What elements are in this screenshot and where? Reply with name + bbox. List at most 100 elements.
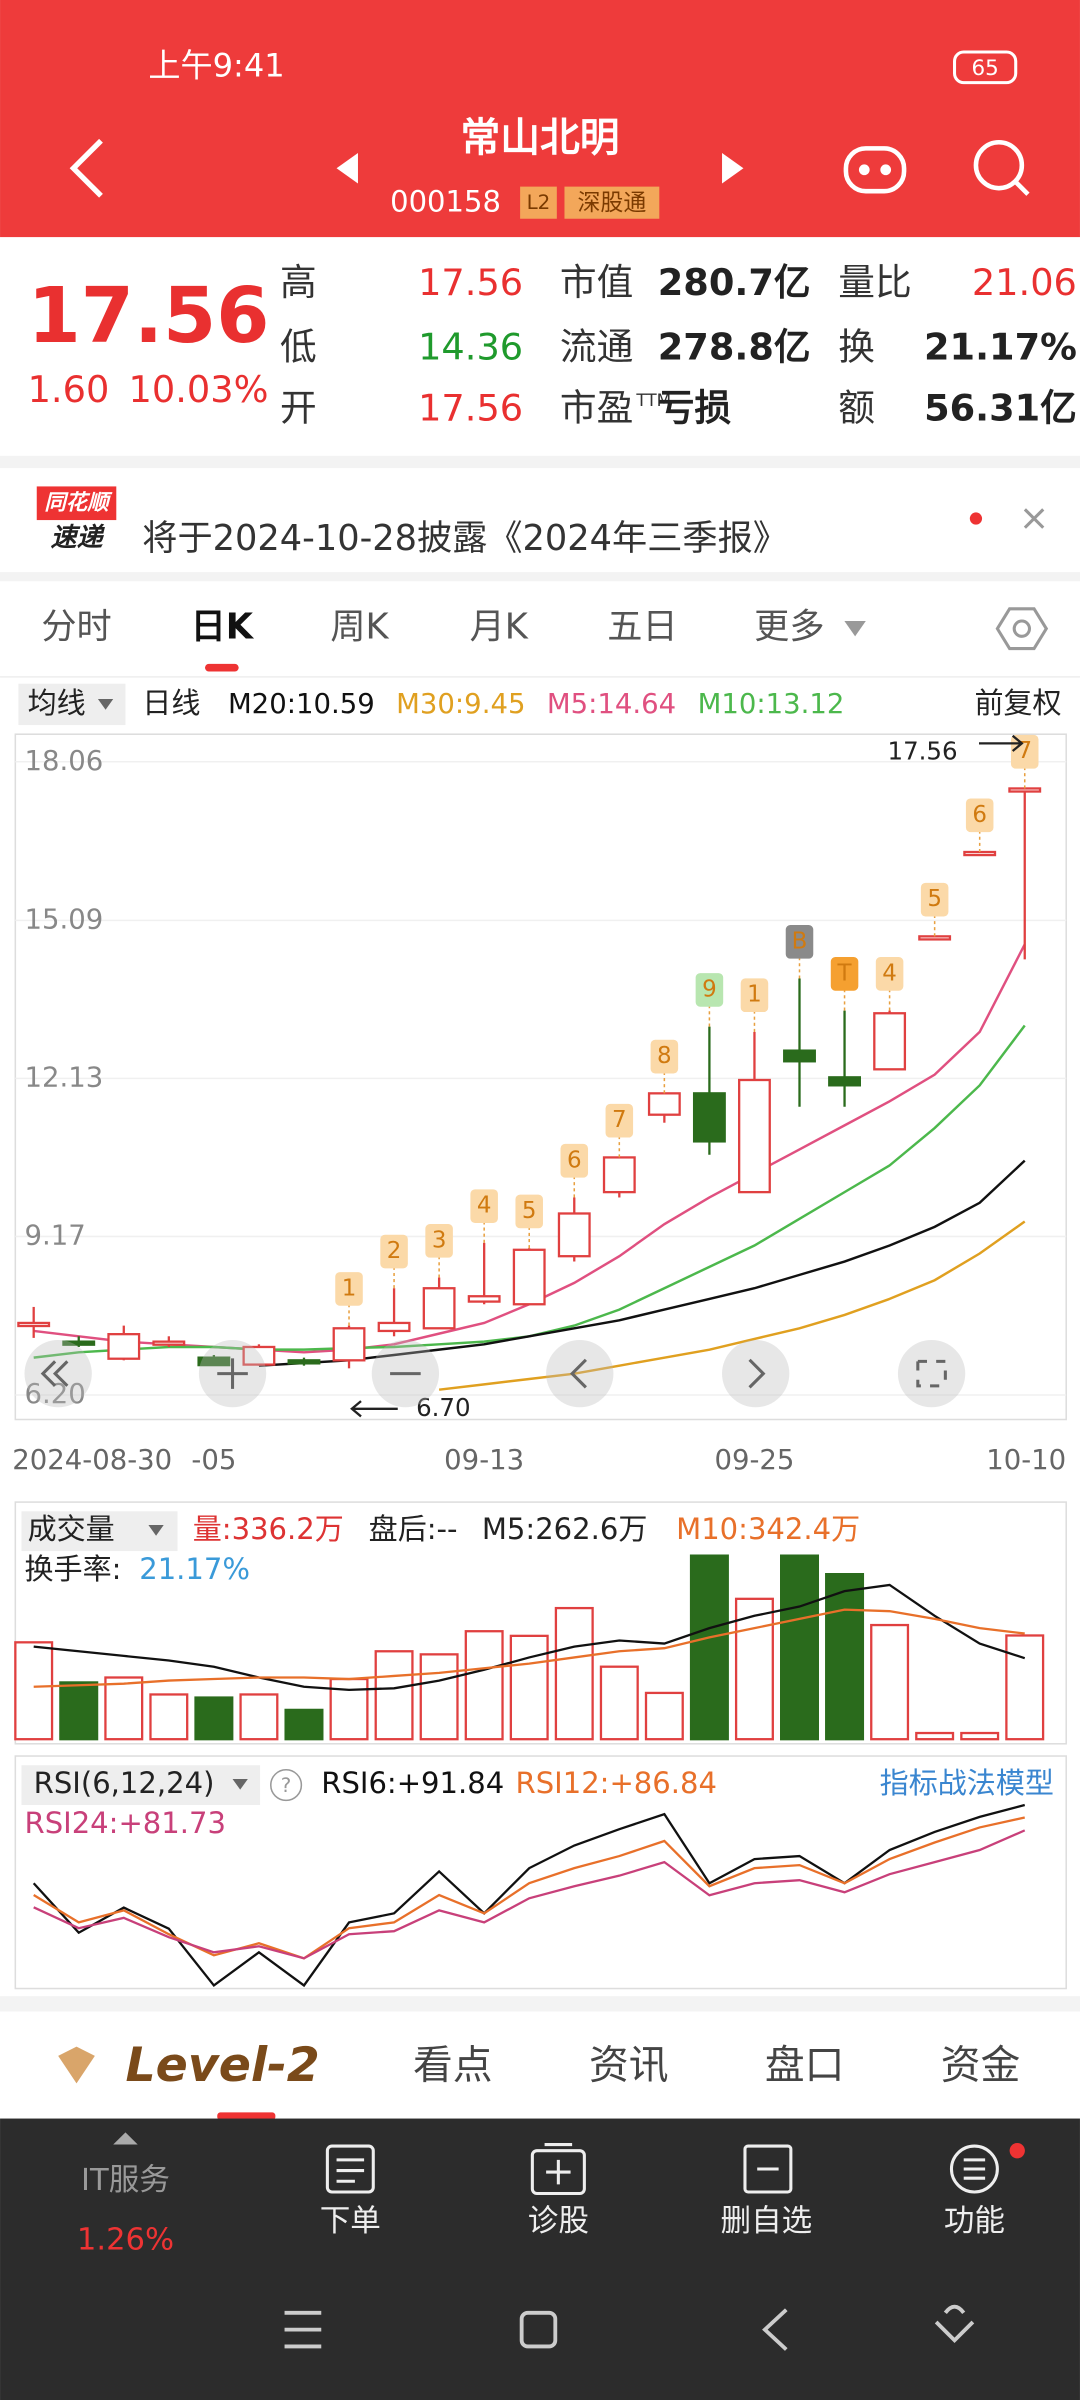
tab[interactable]: 五日 [607,607,677,648]
x-tick-label: -05 [191,1444,236,1476]
nav-button[interactable] [722,1339,790,1408]
stat-label: 换 [838,325,875,368]
toolbar-item[interactable]: 诊股 [528,2204,589,2239]
search-icon[interactable] [973,139,1030,196]
nav-button[interactable] [897,1339,966,1408]
close-news[interactable] [1023,508,1045,529]
stat-value: 21.06 [972,261,1077,304]
rsi-selector-bg[interactable] [21,1765,261,1805]
rsi-line [33,1829,1026,1960]
tag: 深股通 [577,190,646,216]
signal-label: B [792,928,808,954]
ma-legend-item: M30:9.45 [396,688,525,720]
ticker[interactable]: IT服务 [81,2163,170,2198]
news-text[interactable]: 将于2024-10-28披露《2024年三季报》 [142,518,788,559]
bottom-tab[interactable]: Level-2 [125,2038,319,2093]
stock-code: 000158 [390,184,501,218]
x-tick-label: 2024-08-30 [12,1444,172,1476]
signal-badge [875,957,904,991]
volume-bar [14,1641,54,1741]
toolbar-item[interactable]: 下单 [320,2204,381,2239]
signal-label: 1 [342,1275,357,1301]
rsi-link[interactable]: 指标战法模型 [880,1766,1054,1800]
bottom-tab[interactable]: 看点 [413,2043,493,2089]
volume-bar [599,1665,639,1741]
toolbar-icons [325,2143,999,2196]
prev-stock[interactable] [336,152,358,184]
tab[interactable]: 月K [470,607,529,648]
system-nav[interactable] [284,2304,975,2351]
tag-bg [520,186,557,219]
volume-bar [915,1731,955,1741]
settings-icon[interactable] [995,607,1049,651]
candle-body [738,1078,771,1194]
signal-badge [650,1039,679,1074]
nav-button[interactable] [24,1339,92,1408]
candle-body [422,1287,456,1330]
volume-bar [284,1708,324,1741]
x-tick-label: 09-25 [714,1444,794,1476]
x-tick-label: 10-10 [986,1444,1066,1476]
stat-label: 低 [280,325,317,368]
volume-bar [779,1554,820,1741]
ma-period: 日线 [142,686,200,720]
turnover-label: 换手率: [25,1552,122,1586]
price-change: 1.60 [28,368,110,411]
tab-indicator [217,2112,276,2121]
tab[interactable]: 更多 [754,607,824,648]
tab[interactable]: 日K [191,607,255,648]
help-mark: ? [281,1774,292,1797]
rsi-legend: RSI24:+81.73 [25,1806,226,1840]
candle-body [332,1327,366,1362]
stat-label: 市值 [560,261,633,304]
volume-bar [374,1650,414,1741]
volume-frame [14,1501,1067,1745]
ma-line [438,1220,1026,1391]
volume-bar [689,1554,729,1741]
adjust[interactable]: 前复权 [974,686,1061,720]
signal-label: 7 [612,1107,627,1133]
bottom-tab[interactable]: 盘口 [765,2043,845,2089]
candle-body [828,1076,861,1087]
price-percent: 10.03% [129,368,269,411]
dropdown [148,1525,164,1536]
signal-badge [920,882,949,917]
back-button[interactable] [69,138,103,198]
nav-button[interactable] [546,1339,614,1408]
help-icon[interactable] [270,1769,303,1802]
volume-title[interactable]: 成交量 [28,1512,115,1546]
signal-badge [425,1224,453,1258]
dropdown [232,1778,248,1790]
toolbar-item[interactable]: 功能 [944,2204,1005,2239]
volume-selector-bg[interactable] [21,1511,178,1552]
stat-label: 开 [280,386,317,429]
signal-badge [830,957,859,991]
tab[interactable]: 分时 [41,607,111,648]
bottom-tab[interactable]: 资讯 [589,2043,669,2089]
volume-bar [509,1634,549,1741]
volume-bar [960,1731,1000,1741]
level2-icon [58,2046,95,2084]
expand[interactable] [113,2132,138,2145]
candle-body [963,850,997,857]
toolbar-item[interactable]: 删自选 [721,2204,813,2239]
tab[interactable]: 周K [330,607,389,648]
ma-selector[interactable]: 均线 [28,686,86,720]
next-stock[interactable] [722,152,744,184]
signal-badge [965,798,994,833]
stat-label: 高 [280,261,317,304]
tag-bg [564,186,660,219]
signal-badge [785,925,814,959]
ma-line [258,1159,1026,1367]
stat-value: 280.7亿 [658,261,811,304]
volume-ma [33,1583,1026,1691]
robot-icon[interactable] [843,146,907,194]
candle-body [692,1092,726,1143]
bottom-tab[interactable]: 资金 [941,2043,1021,2089]
tab-indicator [205,663,239,672]
chart-nav [24,1339,966,1408]
signal-badge [515,1194,543,1229]
rsi-selector[interactable]: RSI(6,12,24) [34,1766,215,1800]
volume-bar [239,1693,279,1741]
